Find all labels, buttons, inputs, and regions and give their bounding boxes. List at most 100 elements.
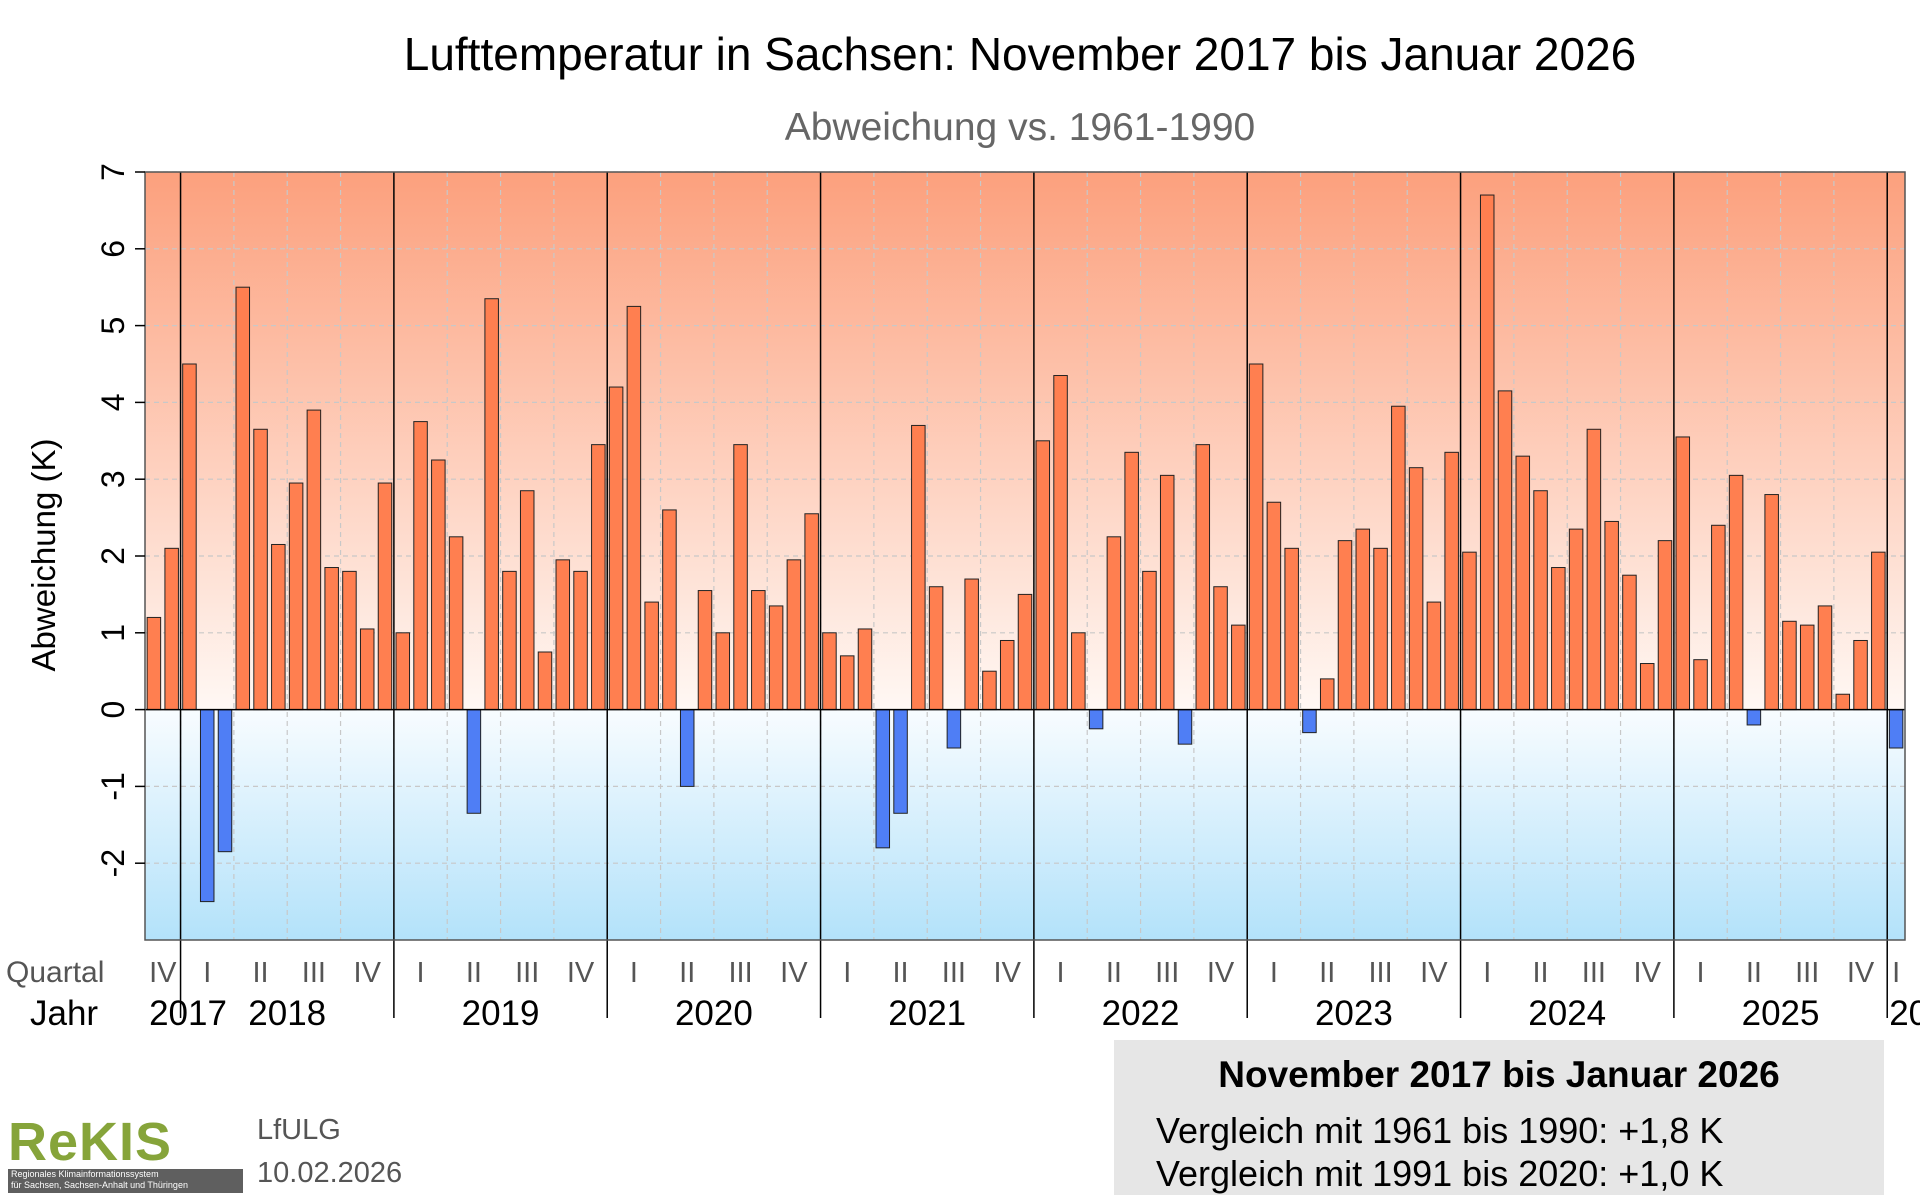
quarter-label: III [942, 957, 966, 989]
logo-subline: Regionales Klimainformationssystem für S… [8, 1169, 243, 1193]
publication-date: 10.02.2026 [257, 1157, 403, 1189]
bar-2024-06 [1551, 567, 1566, 711]
logo-subline-1: Regionales Klimainformationssystem [11, 1169, 159, 1179]
bar-2018-03 [217, 709, 233, 853]
quarter-label: I [1270, 957, 1278, 989]
bar-2022-01 [1035, 440, 1051, 711]
bar-2018-02 [199, 709, 215, 903]
bar-2022-04 [1088, 709, 1104, 730]
bar-2018-10 [342, 570, 357, 711]
bar-2019-10 [555, 559, 571, 711]
bar-2022-09 [1177, 709, 1193, 745]
quarter-label: III [1368, 957, 1392, 989]
bar-2021-09 [964, 578, 979, 711]
bar-2024-11 [1639, 663, 1655, 711]
bar-2020-06 [697, 590, 713, 711]
bar-2018-12 [377, 482, 393, 711]
y-tick-label: 5 [95, 317, 131, 335]
quarter-label: III [1155, 957, 1179, 989]
bar-2020-08 [733, 444, 748, 711]
bar-2019-05 [466, 709, 482, 814]
y-tick-label: 7 [95, 163, 131, 181]
bar-2019-02 [413, 421, 428, 711]
quarter-label: I [1697, 957, 1705, 989]
quarter-label: IV [780, 957, 808, 989]
bar-2024-02 [1479, 194, 1495, 711]
summary-title: November 2017 bis Januar 2026 [1218, 1054, 1780, 1095]
bar-2020-05 [679, 709, 695, 787]
bar-2022-05 [1106, 536, 1122, 711]
bar-2020-03 [644, 601, 659, 711]
quarter-label: III [1582, 957, 1606, 989]
quarter-label: III [515, 957, 539, 989]
bar-2020-12 [804, 513, 819, 711]
quarter-label: I [1892, 957, 1900, 989]
bar-2024-01 [1462, 551, 1477, 711]
year-label: 2026 [1889, 994, 1920, 1033]
bar-2025-11 [1853, 639, 1868, 711]
bar-2018-11 [359, 628, 375, 711]
bar-2019-12 [591, 444, 606, 711]
bar-2021-02 [839, 655, 855, 711]
bar-2023-09 [1391, 405, 1406, 711]
bar-2024-10 [1622, 574, 1637, 711]
bar-2025-09 [1817, 605, 1833, 711]
bar-2024-12 [1657, 540, 1673, 711]
bar-2018-04 [235, 286, 251, 711]
quarter-label: IV [1420, 957, 1448, 989]
bar-2018-05 [253, 428, 268, 711]
quarter-label: IV [994, 957, 1022, 989]
logo-subline-2: für Sachsen, Sachsen-Anhalt und Thüringe… [11, 1180, 188, 1190]
bar-2021-01 [822, 632, 837, 711]
chart-subtitle: Abweichung vs. 1961-1990 [785, 106, 1256, 149]
quarter-label: II [1746, 957, 1762, 989]
bar-2023-07 [1355, 528, 1371, 711]
summary-box: November 2017 bis Januar 2026 Vergleich … [1114, 1040, 1884, 1195]
bar-2021-03 [857, 628, 873, 711]
bar-2021-06 [911, 424, 926, 711]
year-label: 2020 [675, 994, 753, 1033]
quarter-label: III [1795, 957, 1819, 989]
quarter-label: IV [1207, 957, 1235, 989]
bar-2025-12 [1871, 551, 1886, 711]
bar-2024-03 [1497, 390, 1513, 711]
bar-2025-07 [1782, 620, 1797, 711]
bar-2018-01 [182, 363, 197, 711]
bar-2022-06 [1124, 451, 1139, 711]
quarter-label: II [1532, 957, 1548, 989]
bar-2019-11 [573, 570, 588, 711]
bar-2020-01 [608, 386, 624, 711]
quarter-label: III [302, 957, 326, 989]
bar-2017-11 [146, 616, 162, 711]
bar-2026-01 [1888, 709, 1904, 749]
bar-2018-08 [306, 409, 322, 711]
quarter-label: II [252, 957, 268, 989]
year-label: 2021 [888, 994, 966, 1033]
quarter-label: I [1057, 957, 1065, 989]
bar-2019-03 [431, 459, 446, 711]
quarter-axis-label: Quartal [6, 956, 104, 989]
quarter-label: I [1483, 957, 1491, 989]
bar-2019-08 [519, 490, 535, 711]
bar-2024-08 [1586, 428, 1602, 711]
year-label: 2019 [462, 994, 540, 1033]
bar-2022-02 [1053, 375, 1068, 711]
bar-2018-06 [271, 543, 286, 711]
y-tick-label: -1 [95, 772, 131, 800]
bar-2025-10 [1835, 693, 1851, 711]
bar-2020-07 [715, 632, 731, 711]
bar-2017-12 [164, 547, 179, 711]
bar-2022-12 [1231, 624, 1246, 711]
y-tick-label: 2 [95, 547, 131, 565]
quarter-label: III [728, 957, 752, 989]
quarter-label: IV [149, 957, 177, 989]
negative-background [145, 709, 1905, 940]
bar-2019-06 [484, 298, 499, 711]
quarter-label: IV [1634, 957, 1662, 989]
bar-2023-04 [1302, 709, 1317, 734]
year-label: 2022 [1102, 994, 1180, 1033]
bar-2025-06 [1764, 494, 1779, 711]
bar-2025-08 [1799, 624, 1815, 711]
bar-2021-04 [875, 709, 891, 849]
bar-2023-02 [1266, 501, 1282, 711]
